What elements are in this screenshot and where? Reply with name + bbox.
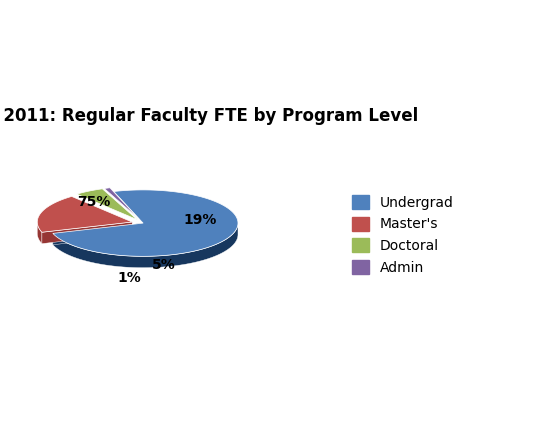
Text: 1%: 1% (118, 271, 141, 285)
Polygon shape (105, 188, 139, 219)
Text: 5%: 5% (152, 258, 176, 272)
Polygon shape (53, 190, 238, 256)
Polygon shape (77, 189, 138, 220)
Polygon shape (37, 197, 132, 232)
Title: Fiscal Year 2011: Regular Faculty FTE by Program Level: Fiscal Year 2011: Regular Faculty FTE by… (0, 107, 418, 125)
Polygon shape (37, 222, 42, 244)
Polygon shape (42, 222, 132, 244)
Polygon shape (53, 223, 238, 268)
Text: 75%: 75% (77, 195, 111, 209)
Text: 19%: 19% (184, 213, 217, 227)
Polygon shape (53, 223, 143, 245)
Legend: Undergrad, Master's, Doctoral, Admin: Undergrad, Master's, Doctoral, Admin (348, 191, 458, 279)
